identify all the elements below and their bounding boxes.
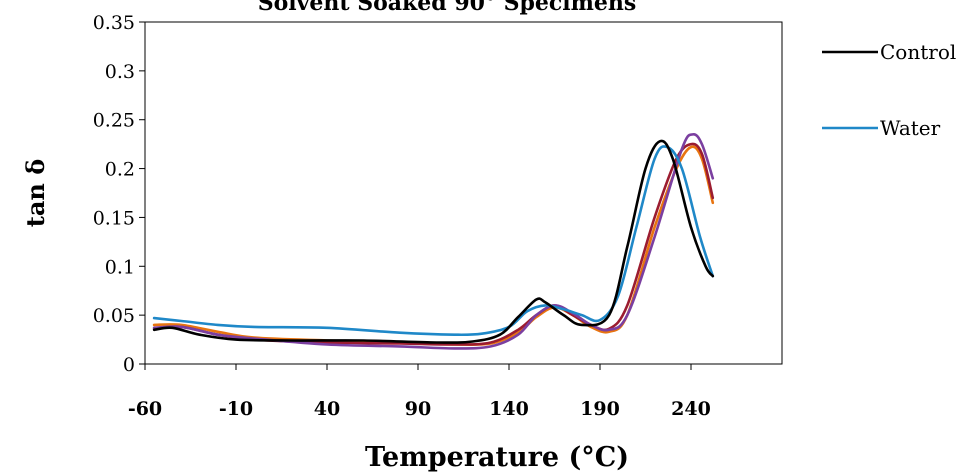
series-line-unlabeled xyxy=(152,145,715,347)
y-axis-label: tan δ xyxy=(21,159,50,227)
x-tick-label: 40 xyxy=(314,398,340,420)
x-tick-label: 140 xyxy=(489,398,529,420)
x-tick-label: -60 xyxy=(128,398,162,420)
series-line-control xyxy=(152,139,715,344)
series-lines xyxy=(152,132,715,350)
y-tick-label: 0.1 xyxy=(105,256,135,278)
plot-area xyxy=(144,21,783,365)
y-tick-label: 0.05 xyxy=(93,305,135,327)
y-tick-label: 0.2 xyxy=(105,159,135,181)
x-tick-label: 190 xyxy=(580,398,620,420)
x-tick-label: 240 xyxy=(671,398,711,420)
y-tick-label: 0.3 xyxy=(105,61,135,83)
y-tick-label: 0.25 xyxy=(93,110,135,132)
x-tick-label: 90 xyxy=(405,398,431,420)
y-axis-ticks: 0 0.05 0.1 0.15 0.2 0.25 0.3 0.35 xyxy=(93,12,145,376)
legend-label-water: Water xyxy=(880,116,941,140)
legend: Control Water xyxy=(822,40,956,140)
legend-label-control: Control xyxy=(880,40,956,64)
y-tick-label: 0.15 xyxy=(93,207,135,229)
x-axis-label: Temperature (°C) xyxy=(365,442,629,472)
y-tick-label: 0.35 xyxy=(93,12,135,34)
series-line-water xyxy=(152,145,715,337)
y-tick-label: 0 xyxy=(123,354,135,376)
x-axis-ticks: -60 -10 40 90 140 190 240 xyxy=(128,364,711,420)
x-tick-label: -10 xyxy=(219,398,253,420)
chart-title: Solvent Soaked 90° Specimens xyxy=(258,0,637,16)
